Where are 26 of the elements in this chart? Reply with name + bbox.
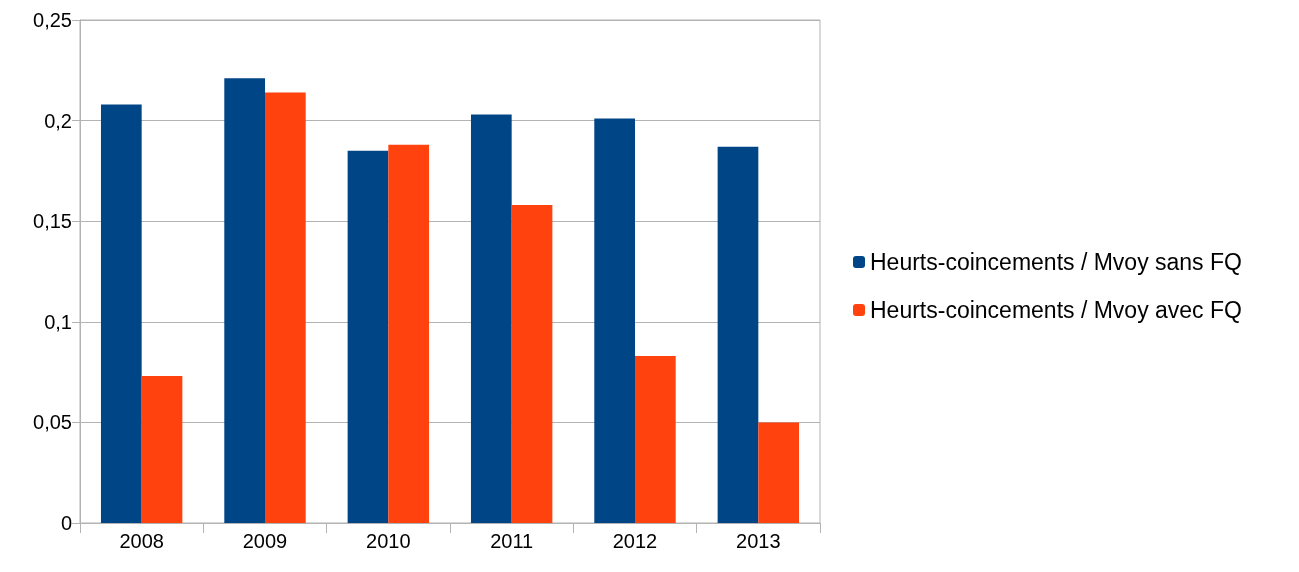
y-tick-label: 0,15 — [33, 210, 72, 233]
x-tick-label: 2013 — [736, 530, 781, 552]
bar — [141, 376, 183, 523]
bar — [347, 150, 389, 523]
bar — [388, 144, 430, 523]
legend-label: Heurts-coincements / Mvoy sans FQ — [870, 249, 1242, 275]
bar — [470, 114, 512, 523]
x-tick-label: 2010 — [366, 530, 411, 552]
x-tick-label: 2008 — [119, 530, 164, 552]
bar — [224, 78, 265, 523]
bar — [635, 356, 676, 523]
bar — [100, 104, 142, 523]
y-tick-label: 0,05 — [33, 411, 72, 434]
bar — [265, 92, 306, 523]
y-tick-label: 0,25 — [33, 9, 72, 31]
y-tick-label: 0,2 — [44, 109, 72, 132]
y-tick-label: 0,1 — [44, 310, 72, 333]
y-tick-label: 0 — [60, 512, 72, 534]
legend-label: Heurts-coincements / Mvoy avec FQ — [870, 297, 1242, 323]
x-tick-label: 2011 — [490, 530, 534, 552]
bar — [717, 146, 759, 523]
bar — [758, 422, 800, 523]
bar — [594, 118, 635, 523]
x-tick-label: 2009 — [242, 530, 288, 552]
x-tick-label: 2012 — [612, 530, 658, 552]
bar — [511, 205, 553, 523]
